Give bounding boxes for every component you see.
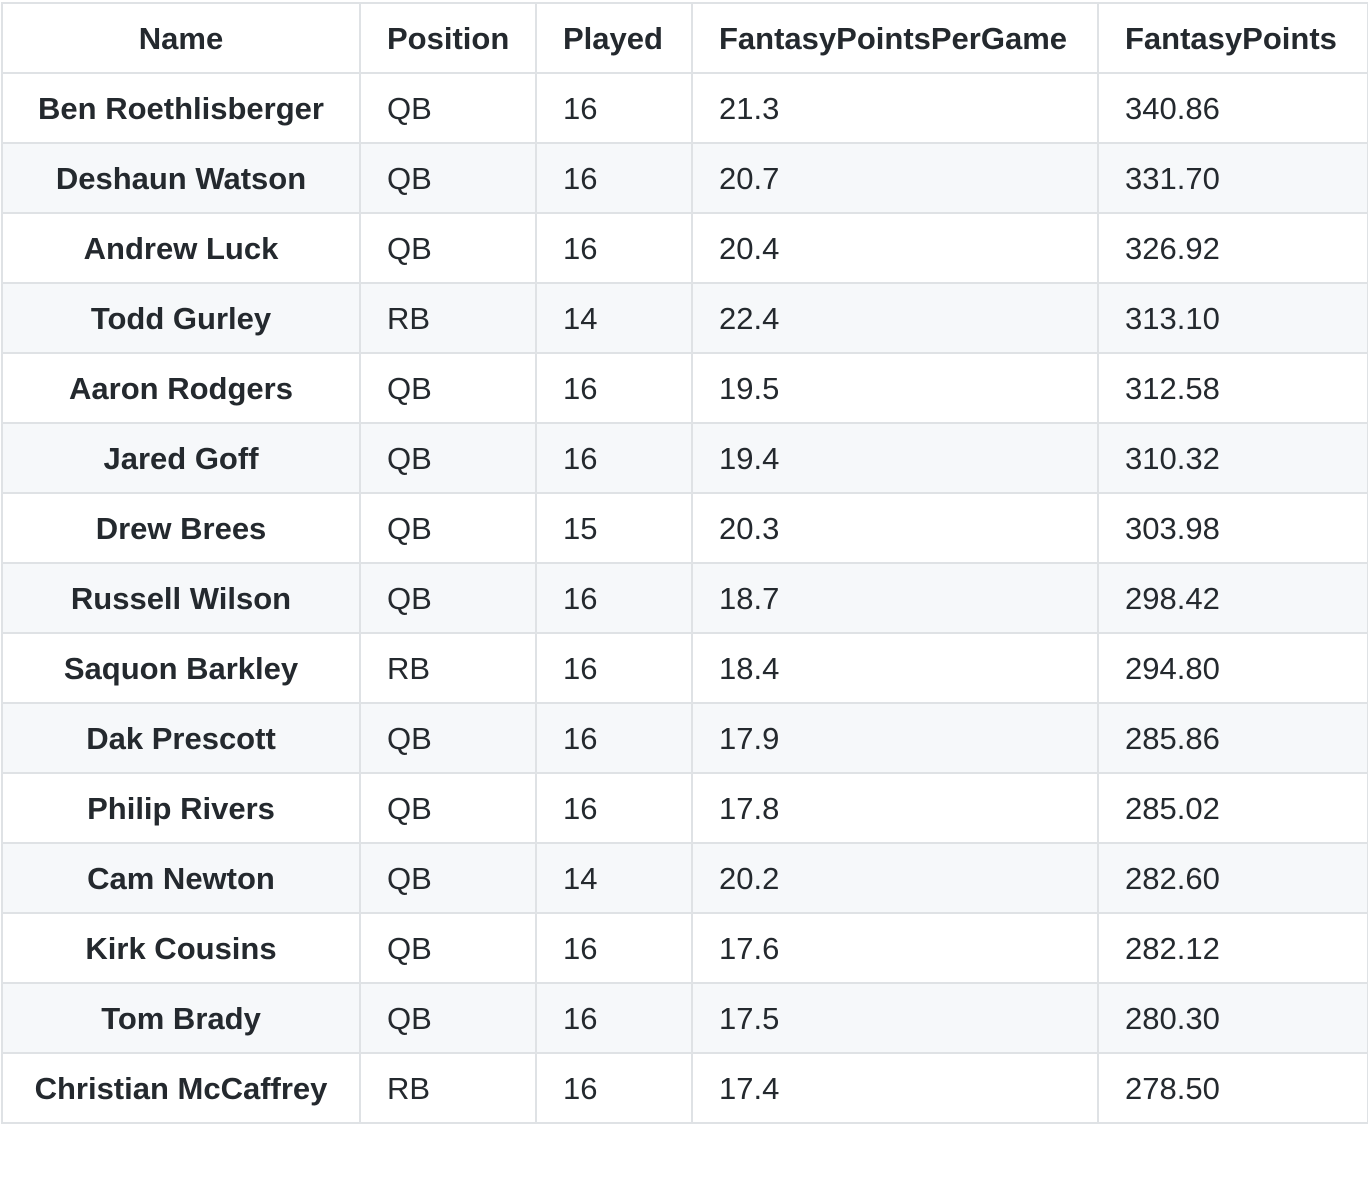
fantasy-points-per-game-cell: 19.4 <box>691 422 1099 494</box>
player-name-cell: Todd Gurley <box>1 282 361 354</box>
table-row: Cam Newton QB 14 20.2 282.60 <box>1 842 1368 914</box>
player-name-cell: Jared Goff <box>1 422 361 494</box>
player-name-cell: Drew Brees <box>1 492 361 564</box>
fantasy-points-per-game-cell: 20.2 <box>691 842 1099 914</box>
fantasy-points-per-game-cell: 18.7 <box>691 562 1099 634</box>
fantasy-points-cell: 303.98 <box>1097 492 1368 564</box>
position-cell: QB <box>359 772 537 844</box>
player-name-cell: Cam Newton <box>1 842 361 914</box>
played-cell: 14 <box>535 282 693 354</box>
table-row: Russell Wilson QB 16 18.7 298.42 <box>1 562 1368 634</box>
fantasy-points-table: Name Position Played FantasyPointsPerGam… <box>1 2 1368 1124</box>
fantasy-points-cell: 326.92 <box>1097 212 1368 284</box>
played-cell: 16 <box>535 352 693 424</box>
played-cell: 16 <box>535 772 693 844</box>
table-row: Jared Goff QB 16 19.4 310.32 <box>1 422 1368 494</box>
player-name-cell: Aaron Rodgers <box>1 352 361 424</box>
table-row: Tom Brady QB 16 17.5 280.30 <box>1 982 1368 1054</box>
table-row: Dak Prescott QB 16 17.9 285.86 <box>1 702 1368 774</box>
table-row: Deshaun Watson QB 16 20.7 331.70 <box>1 142 1368 214</box>
position-cell: QB <box>359 492 537 564</box>
table-row: Philip Rivers QB 16 17.8 285.02 <box>1 772 1368 844</box>
fantasy-points-per-game-cell: 20.3 <box>691 492 1099 564</box>
player-name-cell: Tom Brady <box>1 982 361 1054</box>
player-name-cell: Andrew Luck <box>1 212 361 284</box>
position-cell: QB <box>359 72 537 144</box>
played-cell: 16 <box>535 912 693 984</box>
played-cell: 15 <box>535 492 693 564</box>
fantasy-points-per-game-cell: 17.4 <box>691 1052 1099 1124</box>
fantasy-points-per-game-cell: 17.6 <box>691 912 1099 984</box>
table-row: Saquon Barkley RB 16 18.4 294.80 <box>1 632 1368 704</box>
position-cell: QB <box>359 562 537 634</box>
fantasy-points-per-game-cell: 17.8 <box>691 772 1099 844</box>
player-name-cell: Kirk Cousins <box>1 912 361 984</box>
fantasy-points-per-game-cell: 18.4 <box>691 632 1099 704</box>
table-row: Drew Brees QB 15 20.3 303.98 <box>1 492 1368 564</box>
fantasy-points-cell: 294.80 <box>1097 632 1368 704</box>
header-name: Name <box>1 2 361 74</box>
player-name-cell: Russell Wilson <box>1 562 361 634</box>
position-cell: RB <box>359 632 537 704</box>
position-cell: QB <box>359 982 537 1054</box>
position-cell: QB <box>359 352 537 424</box>
player-name-cell: Philip Rivers <box>1 772 361 844</box>
header-fantasy-points: FantasyPoints <box>1097 2 1368 74</box>
played-cell: 16 <box>535 72 693 144</box>
table-row: Christian McCaffrey RB 16 17.4 278.50 <box>1 1052 1368 1124</box>
fantasy-points-per-game-cell: 20.4 <box>691 212 1099 284</box>
position-cell: QB <box>359 212 537 284</box>
header-fantasy-points-per-game: FantasyPointsPerGame <box>691 2 1099 74</box>
player-name-cell: Christian McCaffrey <box>1 1052 361 1124</box>
fantasy-points-per-game-cell: 22.4 <box>691 282 1099 354</box>
fantasy-points-cell: 313.10 <box>1097 282 1368 354</box>
fantasy-points-cell: 278.50 <box>1097 1052 1368 1124</box>
header-position: Position <box>359 2 537 74</box>
played-cell: 16 <box>535 212 693 284</box>
table-row: Andrew Luck QB 16 20.4 326.92 <box>1 212 1368 284</box>
played-cell: 16 <box>535 982 693 1054</box>
position-cell: RB <box>359 282 537 354</box>
fantasy-points-cell: 280.30 <box>1097 982 1368 1054</box>
played-cell: 16 <box>535 142 693 214</box>
fantasy-points-per-game-cell: 20.7 <box>691 142 1099 214</box>
fantasy-points-cell: 298.42 <box>1097 562 1368 634</box>
played-cell: 16 <box>535 1052 693 1124</box>
table-header-row: Name Position Played FantasyPointsPerGam… <box>1 2 1368 74</box>
player-name-cell: Saquon Barkley <box>1 632 361 704</box>
position-cell: RB <box>359 1052 537 1124</box>
table-row: Aaron Rodgers QB 16 19.5 312.58 <box>1 352 1368 424</box>
fantasy-points-per-game-cell: 17.9 <box>691 702 1099 774</box>
position-cell: QB <box>359 142 537 214</box>
played-cell: 16 <box>535 702 693 774</box>
played-cell: 16 <box>535 562 693 634</box>
position-cell: QB <box>359 702 537 774</box>
played-cell: 14 <box>535 842 693 914</box>
position-cell: QB <box>359 912 537 984</box>
table-body: Ben Roethlisberger QB 16 21.3 340.86 Deshaun … <box>1 72 1368 1124</box>
player-name-cell: Ben Roethlisberger <box>1 72 361 144</box>
table-row: Kirk Cousins QB 16 17.6 282.12 <box>1 912 1368 984</box>
fantasy-points-cell: 340.86 <box>1097 72 1368 144</box>
played-cell: 16 <box>535 632 693 704</box>
player-name-cell: Deshaun Watson <box>1 142 361 214</box>
fantasy-points-cell: 331.70 <box>1097 142 1368 214</box>
position-cell: QB <box>359 422 537 494</box>
played-cell: 16 <box>535 422 693 494</box>
fantasy-points-per-game-cell: 21.3 <box>691 72 1099 144</box>
fantasy-points-cell: 310.32 <box>1097 422 1368 494</box>
position-cell: QB <box>359 842 537 914</box>
header-played: Played <box>535 2 693 74</box>
fantasy-points-cell: 285.86 <box>1097 702 1368 774</box>
table-row: Ben Roethlisberger QB 16 21.3 340.86 <box>1 72 1368 144</box>
fantasy-points-cell: 285.02 <box>1097 772 1368 844</box>
fantasy-points-per-game-cell: 17.5 <box>691 982 1099 1054</box>
fantasy-points-cell: 282.60 <box>1097 842 1368 914</box>
fantasy-points-cell: 282.12 <box>1097 912 1368 984</box>
player-name-cell: Dak Prescott <box>1 702 361 774</box>
table-row: Todd Gurley RB 14 22.4 313.10 <box>1 282 1368 354</box>
fantasy-points-per-game-cell: 19.5 <box>691 352 1099 424</box>
fantasy-points-cell: 312.58 <box>1097 352 1368 424</box>
